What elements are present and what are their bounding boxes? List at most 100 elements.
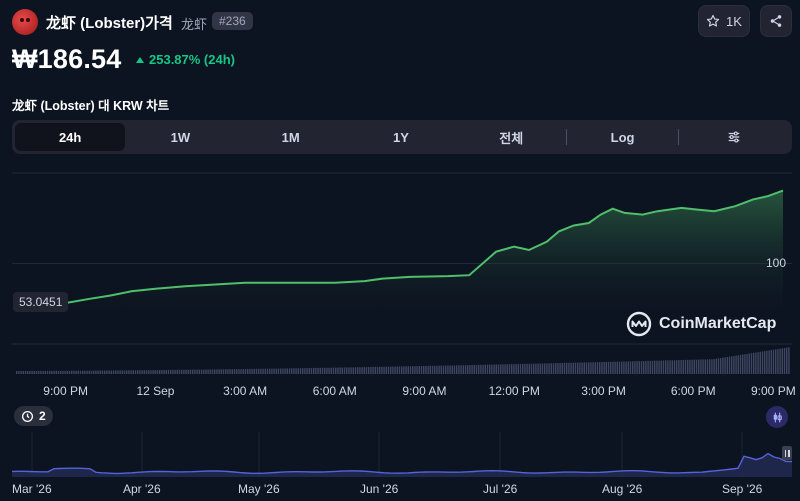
volume-bar xyxy=(249,368,251,374)
volume-bar xyxy=(493,364,495,374)
volume-bar xyxy=(194,369,196,374)
volume-bar xyxy=(46,370,49,374)
caret-up-icon xyxy=(136,56,144,63)
volume-bar xyxy=(418,366,420,374)
compare-button[interactable] xyxy=(766,406,788,428)
volume-bar xyxy=(456,365,458,374)
volume-bar xyxy=(544,363,546,374)
volume-bar xyxy=(588,362,590,374)
volume-bar xyxy=(482,364,484,374)
volume-bar xyxy=(746,353,748,374)
volume-bar xyxy=(152,370,154,374)
volume-bar xyxy=(700,359,702,374)
volume-bar xyxy=(438,365,440,374)
volume-bar xyxy=(603,361,605,374)
chart-settings-button[interactable] xyxy=(679,123,789,151)
price-change-value: 253.87% (24h) xyxy=(149,52,235,67)
volume-bar xyxy=(434,365,436,374)
volume-bar xyxy=(115,370,117,374)
volume-bar xyxy=(614,361,616,374)
volume-bar xyxy=(412,366,414,374)
volume-bar xyxy=(649,360,651,374)
volume-bar xyxy=(187,369,189,374)
volume-bar xyxy=(621,361,623,374)
volume-bar xyxy=(623,361,625,374)
history-badge[interactable]: 2 xyxy=(14,406,53,426)
volume-bar xyxy=(141,370,143,374)
volume-bar xyxy=(174,369,176,374)
volume-bar xyxy=(304,368,306,374)
volume-bar xyxy=(478,364,480,374)
volume-bar xyxy=(429,365,431,374)
volume-bar xyxy=(352,367,354,374)
volume-bar xyxy=(612,361,614,374)
volume-bar xyxy=(176,369,178,374)
tab-all[interactable]: 전체 xyxy=(499,130,524,146)
volume-bar xyxy=(691,359,693,374)
volume-bar xyxy=(387,366,390,374)
x-tick-label: 6:00 AM xyxy=(312,384,357,398)
volume-bar xyxy=(18,370,20,374)
navigator-chart[interactable] xyxy=(11,432,793,477)
volume-bar xyxy=(236,369,238,374)
coinmarketcap-watermark: CoinMarketCap xyxy=(626,311,776,337)
volume-bar xyxy=(381,366,383,374)
volume-bar xyxy=(722,357,724,374)
volume-bar xyxy=(38,370,40,374)
volume-bar xyxy=(581,362,583,374)
volume-bar xyxy=(22,370,24,374)
volume-bar xyxy=(240,369,242,374)
volume-bar xyxy=(53,370,55,374)
tab-1w[interactable]: 1W xyxy=(170,129,191,145)
navigator-x-label: May '26 xyxy=(238,482,280,496)
volume-bar xyxy=(704,359,706,374)
volume-bar xyxy=(247,368,249,374)
volume-bar xyxy=(288,368,291,374)
volume-bar xyxy=(750,353,753,374)
tab-24h[interactable]: 24h xyxy=(15,123,126,151)
volume-bar xyxy=(552,363,555,374)
volume-bar xyxy=(293,368,295,374)
coin-logo-icon xyxy=(12,9,38,35)
volume-bar xyxy=(764,351,766,374)
volume-bar xyxy=(574,362,577,374)
volume-bar xyxy=(29,370,31,374)
volume-bar xyxy=(209,369,211,374)
volume-bar xyxy=(660,360,662,374)
volume-bar xyxy=(596,362,599,374)
watchlist-button[interactable]: 1K xyxy=(698,5,750,37)
volume-bar xyxy=(568,362,570,374)
share-button[interactable] xyxy=(760,5,792,37)
volume-bar xyxy=(35,370,38,374)
volume-bar xyxy=(266,368,269,374)
volume-bar xyxy=(361,367,363,374)
volume-bar xyxy=(464,365,467,374)
volume-bar xyxy=(390,366,392,374)
price-chart[interactable] xyxy=(12,172,792,377)
volume-bar xyxy=(31,370,33,374)
volume-bar xyxy=(376,366,379,374)
volume-bar xyxy=(471,365,473,374)
tab-1m[interactable]: 1M xyxy=(281,129,300,145)
volume-bar xyxy=(726,356,728,374)
volume-bar xyxy=(511,364,513,374)
volume-bar xyxy=(346,367,348,374)
navigator-handle[interactable] xyxy=(782,446,792,460)
volume-bar xyxy=(453,365,456,374)
volume-bar xyxy=(196,369,198,374)
volume-bar xyxy=(753,352,755,374)
tab-1y[interactable]: 1Y xyxy=(393,129,409,145)
history-count: 2 xyxy=(39,409,46,423)
volume-bar xyxy=(315,367,317,374)
volume-bar xyxy=(159,370,161,374)
volume-bar xyxy=(486,364,489,374)
volume-bar xyxy=(60,370,62,374)
volume-bar xyxy=(748,353,750,374)
volume-bar xyxy=(341,367,343,374)
volume-bar xyxy=(90,370,93,374)
volume-bar xyxy=(27,370,29,374)
tab-log[interactable]: Log xyxy=(610,129,635,145)
volume-bar xyxy=(669,360,671,374)
volume-bar xyxy=(161,370,163,374)
navigator-svg xyxy=(11,432,793,477)
